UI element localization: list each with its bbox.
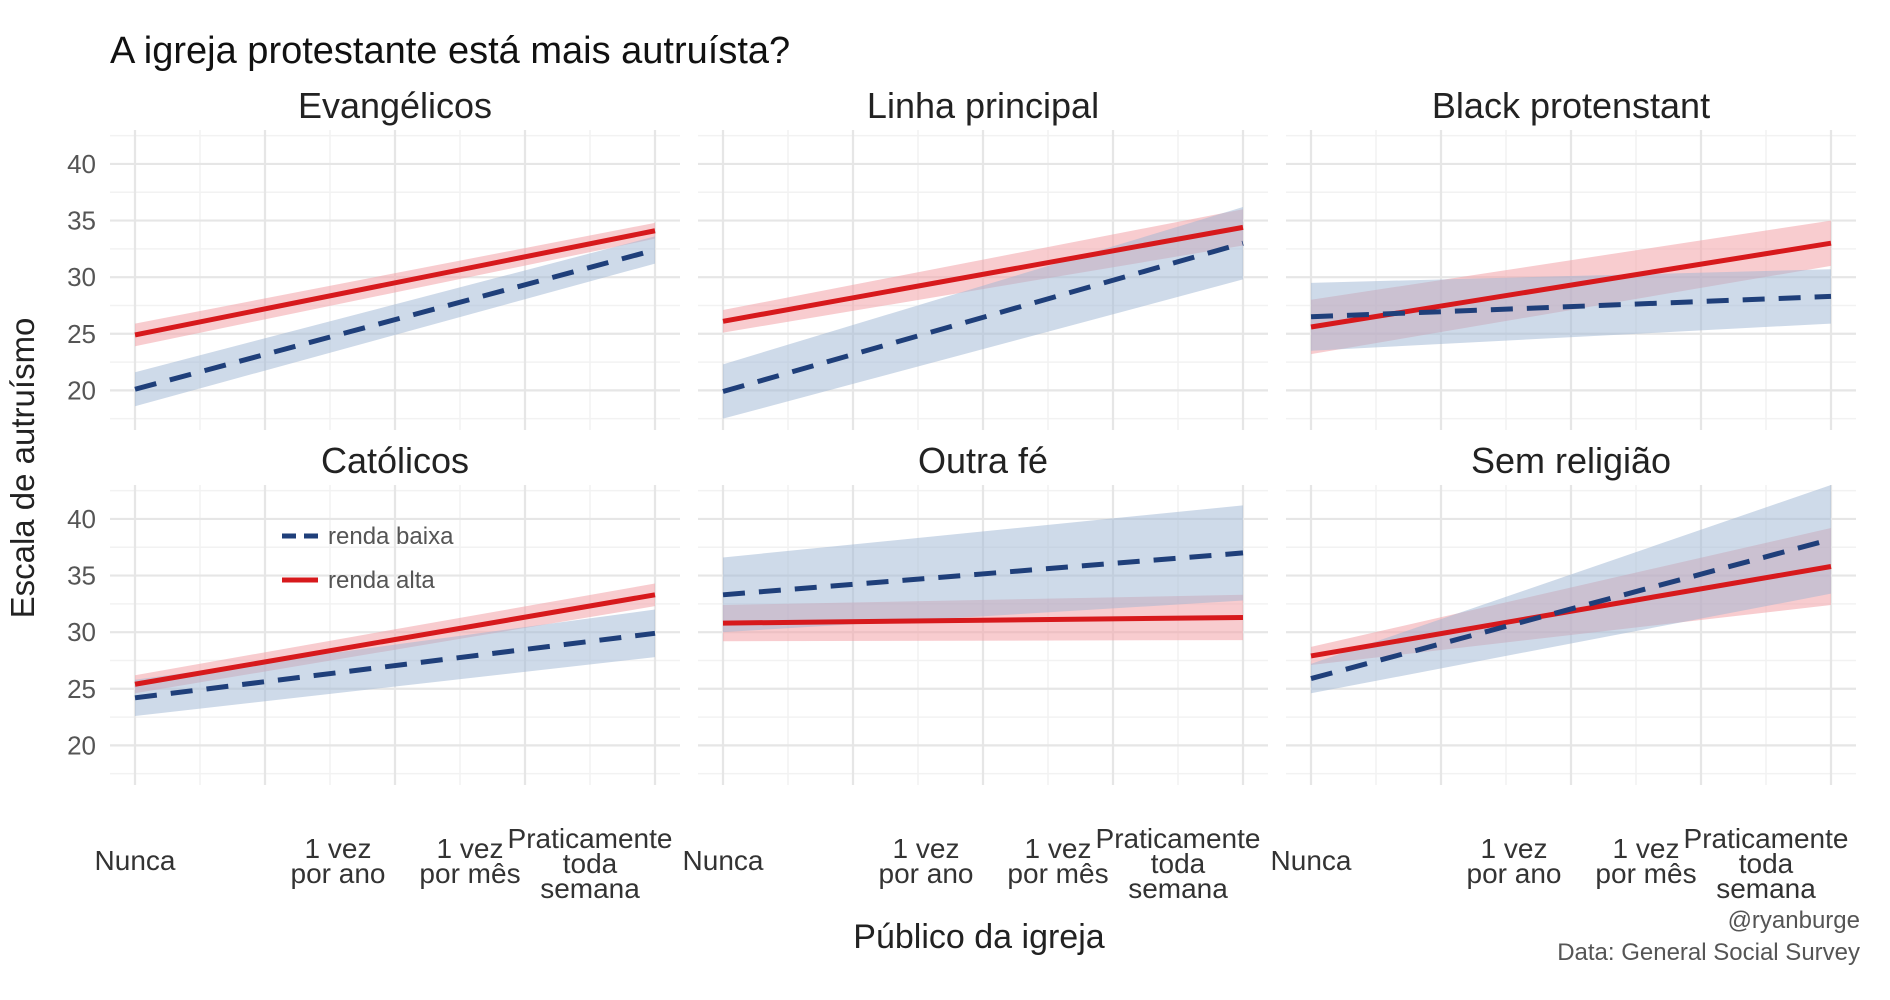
y-tick-label: 20 [67,730,96,760]
panel-title: Católicos [321,440,469,481]
line-renda-baixa [1310,536,1832,681]
panel-1: Linha principal [698,85,1268,430]
x-tick-label: por ano [291,858,386,889]
x-axis-label: Público da igreja [853,918,1104,956]
x-tick-label: 1 vez [305,833,372,864]
y-tick-label: 40 [67,149,96,179]
x-tick-label: por mês [1595,858,1696,889]
x-tick-label: Praticamente [1096,823,1261,854]
band-renda-baixa [723,505,1243,633]
x-tick-label: Nunca [95,845,176,876]
y-tick-label: 30 [67,262,96,292]
band-renda-baixa [723,206,1243,419]
line-renda-baixa [722,240,1244,394]
credit-source: Data: General Social Survey [1557,939,1860,966]
y-tick-label: 35 [67,206,96,236]
x-tick-label: 1 vez [437,833,504,864]
legend: renda baixa renda alta [282,523,454,594]
x-tick-label: 1 vez [1613,833,1680,864]
line-renda-baixa [134,247,656,392]
x-tick-label: 1 vez [893,833,960,864]
panel-title: Sem religião [1471,440,1671,481]
y-tick-label: 25 [67,674,96,704]
y-tick-label: 20 [67,375,96,405]
panel-title: Outra fé [918,440,1048,481]
chart-title: A igreja protestante está mais autruísta… [110,30,790,72]
band-renda-baixa [135,609,655,716]
y-tick-label: 25 [67,319,96,349]
x-tick-label: toda [563,848,618,879]
panel-2: Black protenstant [1286,85,1856,430]
x-tick-label: semana [540,873,640,904]
x-tick-label: Praticamente [508,823,673,854]
legend-label: renda baixa [328,523,454,550]
line-renda-alta [134,592,656,687]
line-renda-alta [722,614,1244,626]
panel-title: Black protenstant [1432,85,1710,126]
line-renda-baixa [722,550,1244,598]
x-tick-label: toda [1151,848,1206,879]
panel-title: Evangélicos [298,85,492,126]
legend-label: renda alta [328,567,435,594]
band-renda-alta [723,209,1243,333]
x-tick-label: por ano [879,858,974,889]
credit-handle: @ryanburge [1728,907,1860,934]
panels-group: Evangélicos 20 25 30 35 40 Linha principal Blac… [67,85,1856,904]
y-tick-label: 35 [67,561,96,591]
line-renda-alta [722,224,1244,324]
x-tick-label: por ano [1467,858,1562,889]
band-renda-baixa [1311,485,1831,694]
x-tick-label: 1 vez [1481,833,1548,864]
band-renda-baixa [1311,269,1831,351]
line-renda-alta [134,228,656,338]
x-tick-label: toda [1739,848,1794,879]
x-tick-label: Nunca [1271,845,1352,876]
x-tick-label: 1 vez [1025,833,1092,864]
y-tick-label: 40 [67,504,96,534]
panel-title: Linha principal [867,85,1099,126]
x-tick-label: Praticamente [1684,823,1849,854]
panel-0: Evangélicos 20 25 30 35 40 [67,85,680,430]
x-tick-label: semana [1716,873,1816,904]
x-tick-label: semana [1128,873,1228,904]
x-tick-label: Nunca [683,845,764,876]
y-tick-label: 30 [67,617,96,647]
line-renda-baixa [1310,293,1832,320]
x-tick-label: por mês [1007,858,1108,889]
y-axis-label: Escala de autruísmo [4,318,41,619]
line-renda-baixa [134,630,656,701]
x-tick-label: por mês [419,858,520,889]
